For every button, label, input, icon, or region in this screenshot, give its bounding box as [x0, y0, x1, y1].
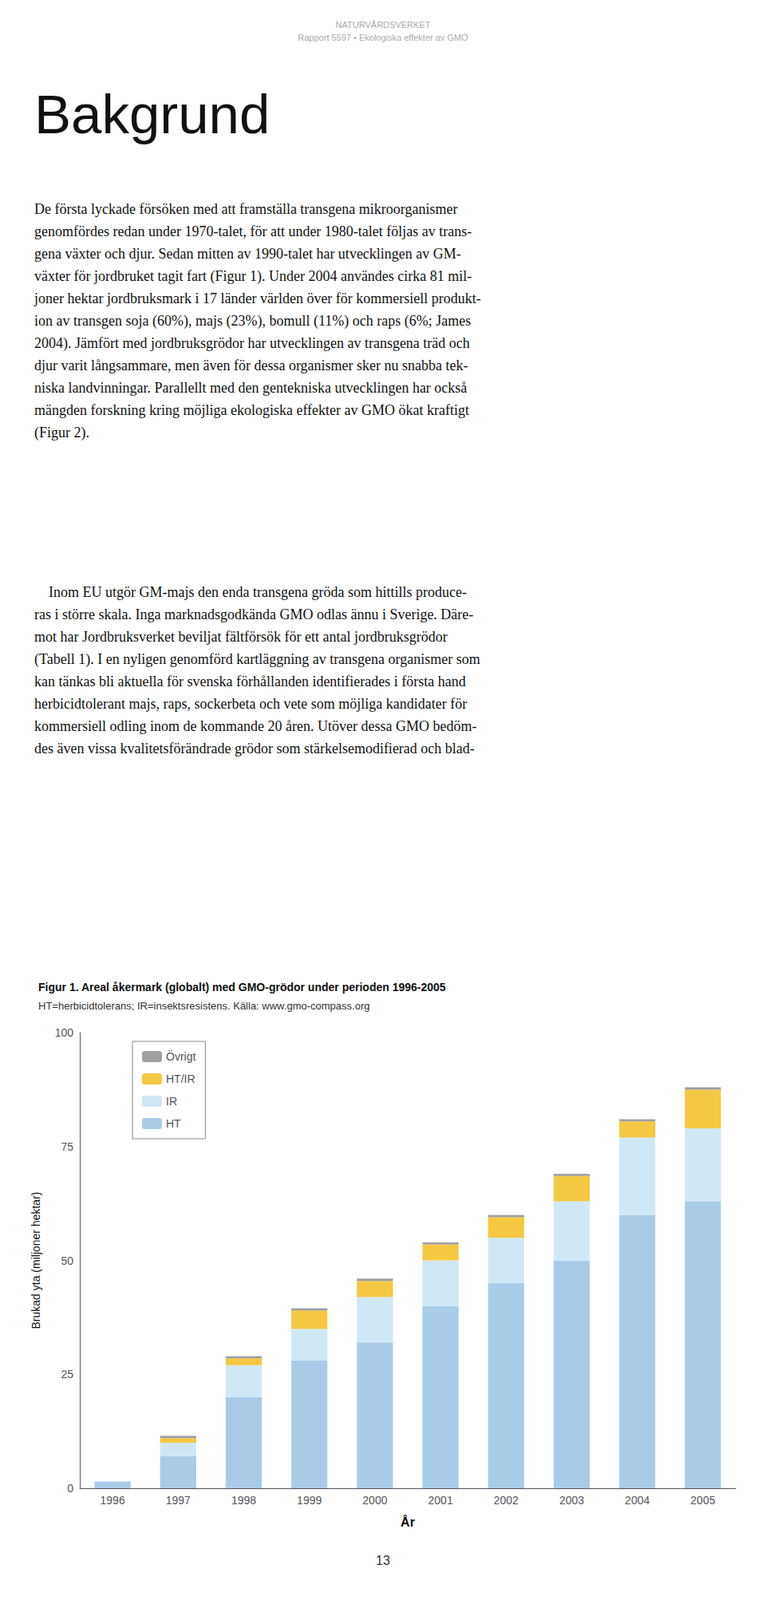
svg-text:ras i större skala. Inga markn: ras i större skala. Inga marknadsgodkänd…	[34, 606, 474, 623]
svg-text:100: 100	[55, 1026, 75, 1039]
svg-text:HT: HT	[165, 1117, 182, 1130]
svg-text:Inom EU utgör GM-majs den enda: Inom EU utgör GM-majs den enda transgena…	[34, 584, 467, 601]
svg-text:des även vissa kvalitetsföränd: des även vissa kvalitetsförändrade grödo…	[34, 740, 475, 757]
svg-text:25: 25	[60, 1367, 74, 1381]
svg-text:0: 0	[67, 1481, 74, 1495]
svg-text:NATURVÅRDSVERKET: NATURVÅRDSVERKET	[335, 19, 431, 30]
svg-text:2002: 2002	[493, 1493, 519, 1507]
svg-text:Figur 1. Areal åkermark (globa: Figur 1. Areal åkermark (globalt) med GM…	[38, 980, 447, 994]
svg-text:HT=herbicidtolerans; IR=insekt: HT=herbicidtolerans; IR=insektsresistens…	[38, 999, 370, 1012]
svg-text:djur varit långsammare, men äv: djur varit långsammare, men även för des…	[34, 357, 469, 374]
svg-text:HT/IR: HT/IR	[165, 1072, 196, 1086]
svg-text:(Tabell 1). I en nyligen genom: (Tabell 1). I en nyligen genomförd kartl…	[34, 651, 481, 668]
svg-text:växter för jordbruket tagit fa: växter för jordbruket tagit fart (Figur …	[34, 268, 472, 285]
svg-text:genomfördes redan under 1970-t: genomfördes redan under 1970-talet, för …	[34, 223, 472, 240]
svg-text:(Figur 2).: (Figur 2).	[34, 424, 90, 442]
svg-text:Rapport 5597 • Ekologiska effe: Rapport 5597 • Ekologiska effekter av GM…	[297, 32, 469, 43]
svg-text:År: År	[400, 1514, 415, 1529]
svg-text:2000: 2000	[362, 1493, 387, 1507]
svg-text:13: 13	[375, 1553, 391, 1568]
svg-text:Brukad yta (miljoner hektar): Brukad yta (miljoner hektar)	[29, 1192, 43, 1330]
svg-text:joner hektar jordbruksmark i 1: joner hektar jordbruksmark i 17 länder v…	[33, 290, 482, 307]
svg-text:2004: 2004	[624, 1493, 650, 1507]
svg-text:mot har Jordbruksverket bevilj: mot har Jordbruksverket beviljat fältför…	[34, 628, 448, 645]
svg-text:2001: 2001	[428, 1493, 454, 1507]
svg-text:De första lyckade försöken med: De första lyckade försöken med att frams…	[34, 201, 458, 218]
svg-text:2005: 2005	[690, 1493, 715, 1507]
svg-text:1996: 1996	[100, 1493, 126, 1507]
svg-text:1999: 1999	[296, 1493, 322, 1507]
svg-text:Bakgrund: Bakgrund	[34, 83, 270, 146]
svg-text:mängden forskning kring möjlig: mängden forskning kring möjliga ekologis…	[34, 402, 470, 419]
svg-text:ion av transgen soja (60%), ma: ion av transgen soja (60%), majs (23%), …	[34, 312, 471, 330]
svg-text:1998: 1998	[231, 1493, 257, 1507]
svg-text:IR: IR	[165, 1094, 178, 1108]
svg-text:1997: 1997	[165, 1493, 191, 1507]
svg-text:75: 75	[60, 1140, 74, 1153]
svg-text:Övrigt: Övrigt	[165, 1049, 196, 1063]
svg-text:gena växter och djur. Sedan mi: gena växter och djur. Sedan mitten av 19…	[34, 245, 462, 262]
svg-text:2003: 2003	[559, 1493, 585, 1507]
svg-text:niska landvinningar. Parallell: niska landvinningar. Parallellt med den …	[34, 379, 467, 396]
svg-text:50: 50	[60, 1254, 74, 1268]
svg-text:kommersiell odling inom de kom: kommersiell odling inom de kommande 20 å…	[34, 718, 477, 735]
svg-text:kan tänkas bli aktuella för sv: kan tänkas bli aktuella för svenska förh…	[34, 673, 466, 690]
svg-text:2004). Jämfört med jordbruksgr: 2004). Jämfört med jordbruksgrödor har u…	[34, 335, 470, 352]
svg-text:herbicidtolerant majs, raps, s: herbicidtolerant majs, raps, sockerbeta …	[34, 695, 467, 712]
